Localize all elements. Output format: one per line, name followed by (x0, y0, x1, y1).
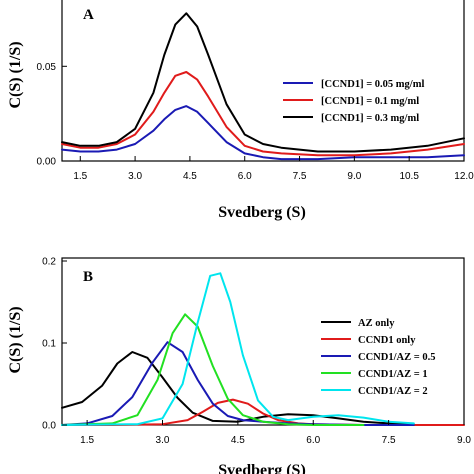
panel-a-plot-frame (61, 0, 465, 162)
panel-b: B 1.5 3.0 4.5 6.0 7.5 9.0 0.0 0.1 0.2 Svedberg … (7, 257, 471, 474)
panel-b-x-tick-label: 9.0 (457, 435, 471, 446)
panel-b-x-ticks: 1.5 3.0 4.5 6.0 7.5 9.0 (80, 420, 471, 446)
panel-b-legend-label-2: CCND1/AZ = 0.5 (358, 352, 435, 363)
panel-a-x-tick-label: 12.0 (454, 171, 474, 182)
panel-b-series-line-3 (61, 313, 365, 426)
panel-b-x-tick-label: 3.0 (156, 435, 170, 446)
panel-a-series-line-2 (61, 12, 465, 153)
panel-a-x-tick-label: 7.5 (293, 171, 307, 182)
panel-a-x-tick-label: 1.5 (73, 171, 87, 182)
panel-b-legend-label-4: CCND1/AZ = 2 (358, 386, 428, 397)
panel-a-y-axis-title: C(S) (1/S) (7, 41, 24, 108)
panel-a-x-tick-label: 4.5 (183, 171, 197, 182)
panel-a-legend: [CCND1] = 0.05 mg/ml [CCND1] = 0.1 mg/ml… (283, 79, 424, 124)
panel-b-legend-label-1: CCND1 only (358, 335, 416, 346)
panel-a-x-tick-label: 9.0 (347, 171, 361, 182)
panel-b-x-tick-label: 4.5 (231, 435, 245, 446)
panel-a-x-tick-label: 10.5 (399, 171, 419, 182)
panel-a-y-ticks: 0.00 0.05 (37, 62, 67, 168)
panel-b-series-line-4 (61, 272, 415, 426)
panel-b-x-tick-label: 7.5 (382, 435, 396, 446)
panel-a-x-axis-title: Svedberg (S) (218, 204, 306, 221)
panel-a-legend-label-1: [CCND1] = 0.1 mg/ml (321, 96, 419, 107)
panel-b-plot-frame (61, 257, 465, 426)
panel-a-x-ticks: 1.5 3.0 4.5 6.0 7.5 9.0 10.5 12.0 (73, 156, 474, 182)
panel-a-x-tick-label: 6.0 (238, 171, 252, 182)
panel-a-legend-label-2: [CCND1] = 0.3 mg/ml (321, 113, 419, 124)
panel-a-series-line-0 (61, 105, 465, 161)
panel-a-label: A (83, 7, 94, 23)
panel-a: A 1.5 3.0 4.5 6.0 7.5 9.0 10.5 12.0 0.00 0.05 Sv… (7, 0, 474, 221)
panel-b-series-line-0 (61, 351, 415, 426)
panel-b-x-axis-title: Svedberg (S) (218, 462, 306, 474)
panel-b-y-ticks: 0.0 0.1 0.2 (42, 257, 67, 432)
panel-b-x-tick-label: 1.5 (80, 435, 94, 446)
panel-a-y-tick-label: 0.00 (37, 157, 57, 168)
panel-b-legend: AZ only CCND1 only CCND1/AZ = 0.5 CCND1/… (321, 318, 435, 397)
panel-a-legend-label-0: [CCND1] = 0.05 mg/ml (321, 79, 424, 90)
panel-b-y-tick-label: 0.1 (42, 339, 56, 350)
panel-b-x-tick-label: 6.0 (306, 435, 320, 446)
panel-b-y-tick-label: 0.2 (42, 257, 56, 268)
panel-b-y-tick-label: 0.0 (42, 421, 56, 432)
panel-b-legend-label-0: AZ only (358, 318, 395, 329)
panel-b-legend-label-3: CCND1/AZ = 1 (358, 369, 428, 380)
panel-b-series-lines (61, 272, 465, 426)
panel-a-series-lines (61, 12, 465, 161)
panel-a-series-line-1 (61, 71, 465, 157)
panel-a-x-tick-label: 3.0 (128, 171, 142, 182)
panel-a-y-tick-label: 0.05 (37, 62, 57, 73)
panel-b-y-axis-title: C(S) (1/S) (7, 306, 24, 373)
panel-b-label: B (83, 269, 93, 285)
